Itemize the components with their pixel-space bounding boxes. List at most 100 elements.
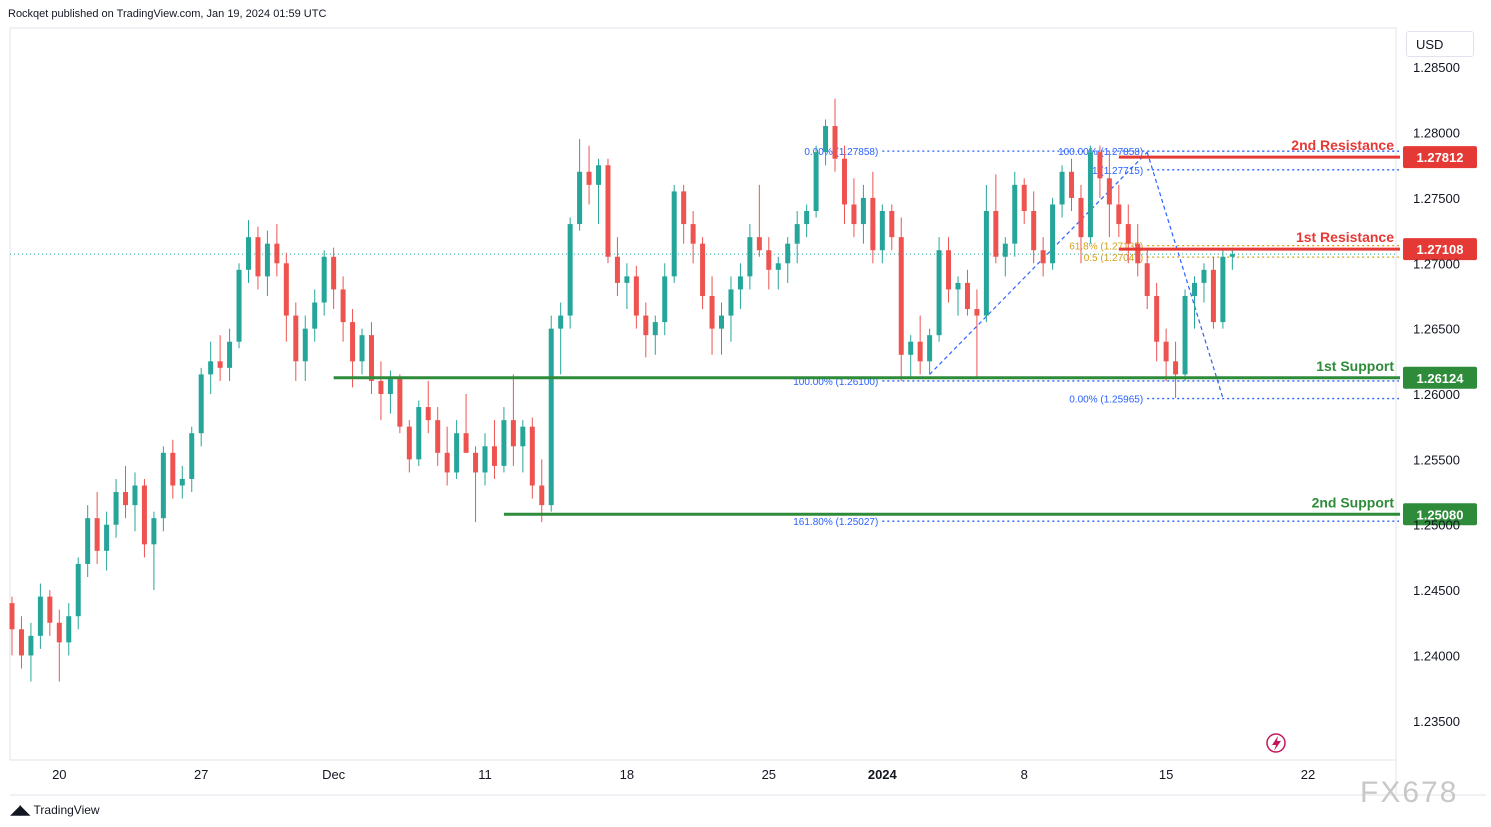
candle: [378, 361, 384, 421]
candle: [728, 276, 734, 342]
candle-body: [1050, 204, 1056, 264]
candle: [1163, 328, 1169, 381]
candle-body: [889, 211, 895, 238]
y-tick-label: 1.27000: [1413, 256, 1460, 271]
candle-body: [264, 243, 270, 277]
candle-body: [813, 152, 819, 211]
candle: [179, 465, 185, 499]
candle: [312, 289, 318, 342]
candle: [9, 596, 15, 656]
candle-body: [189, 433, 195, 479]
candle: [558, 302, 564, 375]
candle: [18, 616, 24, 669]
candle: [1078, 184, 1084, 264]
candle: [274, 224, 280, 277]
candle: [823, 119, 829, 166]
candle-body: [151, 518, 157, 545]
candle-body: [747, 237, 753, 277]
candle: [501, 407, 507, 473]
y-tick-label: 1.24000: [1413, 648, 1460, 663]
candle-body: [236, 269, 242, 342]
candle: [643, 302, 649, 358]
candle: [160, 446, 166, 532]
candle: [662, 263, 668, 336]
candle-body: [160, 452, 166, 519]
candle: [283, 252, 289, 342]
candle: [397, 374, 403, 434]
candle-body: [75, 563, 81, 617]
candle: [1182, 289, 1188, 381]
candle: [813, 145, 819, 218]
x-tick-label: 18: [620, 767, 634, 782]
candle-body: [539, 485, 545, 506]
candle: [851, 178, 857, 238]
candle: [614, 237, 620, 296]
tradingview-mark-icon: ◢◣: [10, 801, 31, 817]
candle-body: [548, 328, 554, 506]
x-tick-label: Dec: [322, 767, 346, 782]
level-price-tag: [1403, 238, 1477, 261]
y-tick-label: 1.27500: [1413, 191, 1460, 206]
candle: [47, 590, 53, 636]
lightning-icon[interactable]: [1266, 733, 1286, 753]
level-price-tag: [1403, 366, 1477, 389]
candle-body: [56, 622, 62, 643]
candle-body: [529, 426, 535, 486]
candle: [1201, 263, 1207, 303]
candle-body: [671, 191, 677, 277]
candle: [435, 407, 441, 466]
x-tick-label: 11: [478, 767, 492, 782]
candle: [1002, 237, 1008, 277]
candle: [841, 145, 847, 225]
candle-body: [416, 407, 422, 460]
candle-body: [28, 635, 34, 656]
candle-body: [179, 478, 185, 486]
candle: [785, 237, 791, 283]
y-tick-label: 1.24500: [1413, 583, 1460, 598]
candle-body: [255, 237, 261, 277]
candle: [577, 139, 583, 231]
candle: [946, 237, 952, 303]
candle-body: [18, 629, 24, 656]
fib-label: 0.00% (1.25965): [1069, 395, 1143, 406]
candle: [132, 472, 138, 532]
candle: [681, 184, 687, 244]
candle: [208, 341, 214, 394]
x-tick-label: 2024: [868, 767, 898, 782]
candle-body: [246, 237, 251, 270]
level-price-text: 1.27812: [1417, 150, 1464, 165]
candle-body: [1087, 152, 1093, 238]
candle: [293, 302, 299, 381]
candle: [1050, 197, 1056, 270]
y-tick-label: 1.25000: [1413, 518, 1460, 533]
candle: [983, 184, 989, 323]
tradingview-logo[interactable]: ◢◣ TradingView: [10, 801, 100, 818]
candle: [170, 439, 176, 499]
candle: [368, 322, 374, 394]
trend-line-layer: [929, 151, 1224, 399]
y-tick-label: 1.28500: [1413, 60, 1460, 75]
candle-body: [605, 165, 611, 257]
candle: [217, 335, 223, 381]
candle-body: [1069, 171, 1075, 198]
candle: [1040, 237, 1046, 277]
candle: [1097, 145, 1103, 198]
candle: [94, 492, 100, 564]
candle: [350, 309, 356, 388]
candle: [359, 328, 365, 375]
currency-selector[interactable]: USD: [1406, 31, 1474, 57]
candle-body: [917, 341, 923, 362]
candle-body: [340, 289, 346, 323]
candle: [463, 394, 469, 453]
candle: [596, 158, 602, 225]
tradingview-logo-text: TradingView: [33, 802, 100, 817]
candle-body: [85, 518, 91, 564]
candle-body: [766, 250, 772, 270]
candle: [652, 315, 658, 355]
candle-body: [898, 237, 904, 355]
y-tick-label: 1.28000: [1413, 126, 1460, 141]
candle-body: [936, 250, 942, 336]
candle-body: [756, 237, 762, 251]
candle-body: [993, 211, 999, 257]
